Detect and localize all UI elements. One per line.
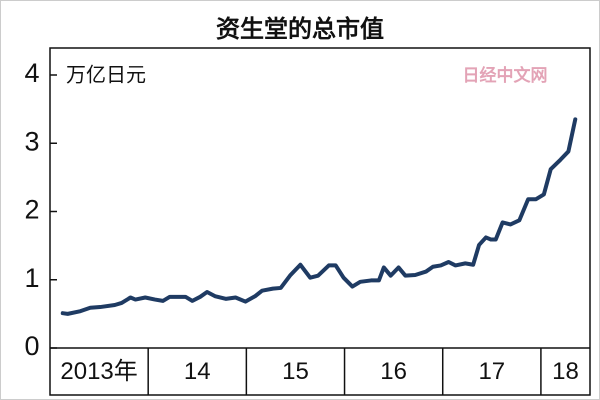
y-tick-label: 3 <box>24 126 39 156</box>
x-tick-label: 15 <box>282 358 309 385</box>
x-tick-label: 14 <box>184 358 211 385</box>
y-axis-label: 万亿日元 <box>66 63 146 87</box>
data-line <box>60 117 578 316</box>
x-tick-label: 2013年 <box>60 358 137 385</box>
y-tick-label: 4 <box>24 58 39 88</box>
x-tick-label: 18 <box>552 358 579 385</box>
watermark: 日经中文网 <box>463 65 548 86</box>
y-tick-label: 2 <box>24 195 39 225</box>
y-tick-label: 1 <box>24 263 39 293</box>
x-tick-label: 17 <box>478 358 505 385</box>
chart-title: 资生堂的总市值 <box>216 15 384 43</box>
x-tick-label: 16 <box>380 358 407 385</box>
y-tick-label: 0 <box>24 331 39 361</box>
plot-frame <box>49 47 591 396</box>
